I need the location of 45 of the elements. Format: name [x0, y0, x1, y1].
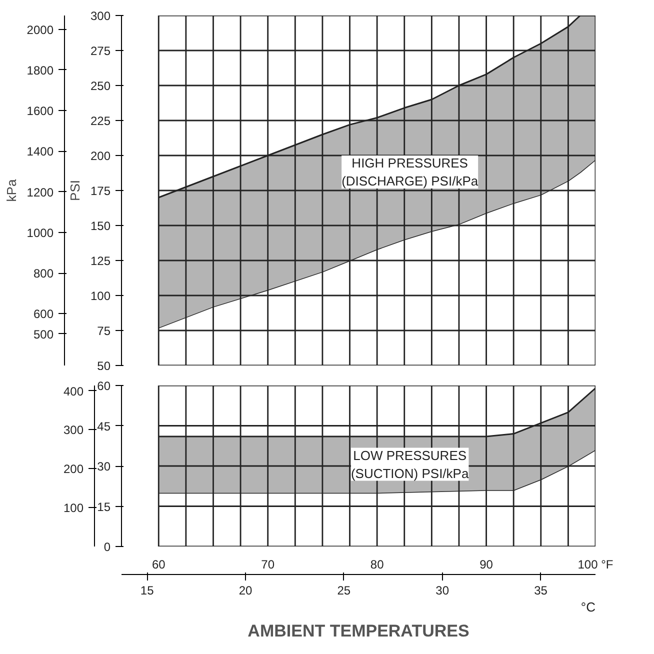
x2-axis-title: °C [580, 600, 596, 614]
y2-tick-label: 1600 [26, 104, 54, 118]
y-tick-label: 300 [90, 9, 111, 23]
x-tick-label: 100 °F [578, 558, 614, 572]
y-tick-label: 50 [97, 359, 111, 373]
y-tick-label: 250 [90, 79, 111, 93]
y-tick-label: 100 [90, 289, 111, 303]
y2-tick-label: 500 [33, 327, 54, 342]
y-axis-title: PSI [67, 180, 82, 201]
y-tick-label: 45 [97, 419, 111, 434]
x2-tick-label: 35 [534, 584, 548, 598]
y2-tick-label: 100 [63, 501, 84, 516]
y-tick-label: 30 [97, 460, 111, 474]
y2-tick-label: 600 [33, 307, 54, 322]
x-axis-title: AMBIENT TEMPERATURES [248, 622, 470, 640]
y-tick-label: 60 [97, 379, 111, 393]
y-tick-label: 75 [97, 324, 111, 338]
x-tick-label: 80 [370, 558, 384, 572]
y-tick-label: 125 [90, 254, 111, 268]
x-tick-label: 60 [152, 558, 166, 572]
y-tick-label: 150 [90, 219, 111, 233]
annotation: LOW PRESSURES (SUCTION) PSI/kPa [350, 448, 470, 481]
x-tick-label: 90 [480, 558, 494, 572]
x2-tick-label: 30 [436, 584, 450, 598]
y2-tick-label: 2000 [26, 22, 54, 37]
x2-tick-label: 20 [238, 584, 253, 598]
y-tick-label: 225 [90, 114, 111, 128]
y-tick-label: 175 [90, 184, 111, 198]
x2-tick-label: 25 [337, 584, 351, 598]
y2-tick-label: 200 [63, 462, 84, 476]
y2-axis-title: kPa [4, 178, 19, 202]
x2-tick-label: 15 [140, 584, 154, 598]
y2-tick-label: 1400 [26, 144, 54, 159]
y2-tick-label: 800 [33, 266, 54, 281]
y2-tick-label: 400 [63, 384, 84, 398]
y2-tick-label: 1000 [26, 226, 54, 240]
y-tick-label: 200 [90, 149, 111, 163]
y2-tick-label: 1800 [26, 64, 54, 78]
y-tick-label: 15 [97, 500, 111, 514]
annotation: HIGH PRESSURES (DISCHARGE) PSI/kPa [342, 156, 479, 189]
y2-tick-label: 300 [63, 423, 84, 438]
y-tick-label: 0 [104, 540, 111, 554]
y-tick-label: 275 [90, 44, 111, 58]
x-tick-label: 70 [261, 558, 275, 572]
y2-tick-label: 1200 [26, 185, 54, 200]
